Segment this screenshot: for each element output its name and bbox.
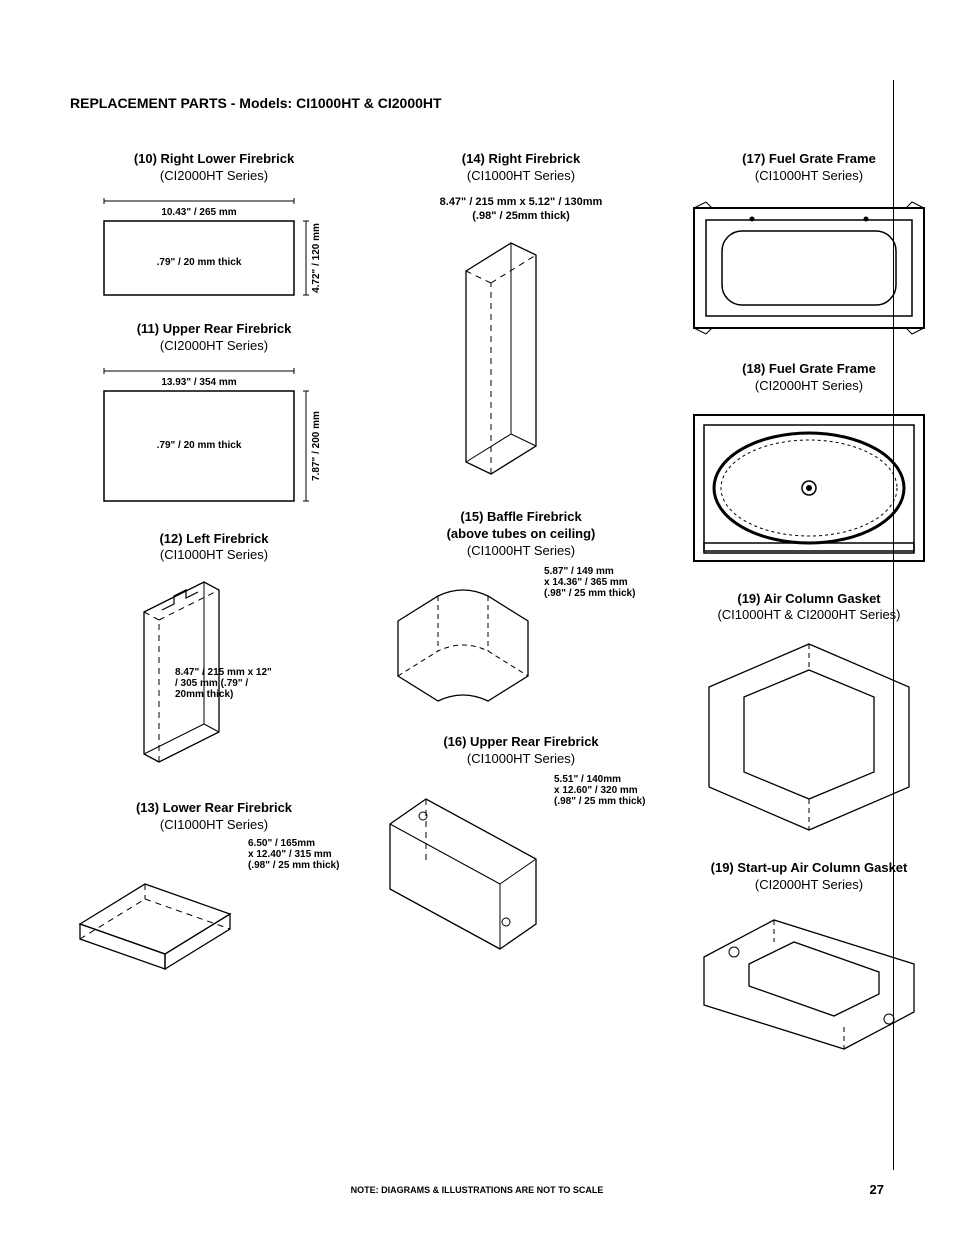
diagram: [378, 231, 664, 491]
columns: (10) Right Lower Firebrick (CI2000HT Ser…: [70, 151, 894, 1080]
page-title: REPLACEMENT PARTS - Models: CI1000HT & C…: [70, 95, 894, 111]
part-17: (17) Fuel Grate Frame (CI1000HT Series): [684, 151, 934, 343]
column-1: (10) Right Lower Firebrick (CI2000HT Ser…: [70, 151, 358, 1080]
svg-text:13.93" / 354 mm: 13.93" / 354 mm: [161, 377, 236, 388]
rect-diagram-icon: 10.43" / 265 mm .79" / 20 mm thick 4.72"…: [94, 193, 334, 303]
iso-gasket-slot-icon: [694, 902, 924, 1062]
part-dims: 8.47" / 215 mm x 5.12" / 130mm (.98" / 2…: [436, 195, 606, 224]
part-14: (14) Right Firebrick (CI1000HT Series) 8…: [378, 151, 664, 491]
svg-text:.79" / 20 mm thick: .79" / 20 mm thick: [157, 440, 242, 451]
part-15: (15) Baffle Firebrick (above tubes on ce…: [378, 509, 664, 706]
iso-tall-brick-icon: [441, 231, 601, 491]
part-title: (16) Upper Rear Firebrick: [378, 734, 664, 751]
iso-gasket-frame-icon: [694, 632, 924, 842]
svg-text:7.87" / 200 mm: 7.87" / 200 mm: [311, 411, 322, 481]
part-13: (13) Lower Rear Firebrick (CI1000HT Seri…: [70, 800, 358, 1004]
svg-text:.79" / 20 mm thick: .79" / 20 mm thick: [157, 257, 242, 268]
page-number: 27: [870, 1182, 884, 1197]
column-3: (17) Fuel Grate Frame (CI1000HT Series): [684, 151, 934, 1080]
page: REPLACEMENT PARTS - Models: CI1000HT & C…: [0, 0, 954, 1235]
part-title: (13) Lower Rear Firebrick: [70, 800, 358, 817]
part-title: (18) Fuel Grate Frame: [684, 361, 934, 378]
part-title: (15) Baffle Firebrick: [378, 509, 664, 526]
diagram: [684, 403, 934, 573]
iso-angled-slab-icon: [378, 774, 548, 974]
part-series: (CI1000HT Series): [684, 168, 934, 185]
part-title: (14) Right Firebrick: [378, 151, 664, 168]
part-dims: 5.51" / 140mm x 12.60" / 320 mm (.98" / …: [554, 774, 664, 807]
part-dims: 8.47" / 215 mm x 12" / 305 mm (.79" / 20…: [175, 667, 275, 700]
part-series: (CI1000HT Series): [378, 751, 664, 768]
part-title: (10) Right Lower Firebrick: [70, 151, 358, 168]
part-subtitle: (above tubes on ceiling): [378, 526, 664, 543]
part-series: (CI2000HT Series): [684, 378, 934, 395]
iso-notched-slab-icon: [388, 566, 538, 706]
part-12: (12) Left Firebrick (CI1000HT Series): [70, 531, 358, 783]
part-series: (CI2000HT Series): [70, 168, 358, 185]
part-series: (CI1000HT Series): [70, 817, 358, 834]
part-series: (CI1000HT Series): [70, 547, 358, 564]
part-10: (10) Right Lower Firebrick (CI2000HT Ser…: [70, 151, 358, 303]
part-dims: 6.50" / 165mm x 12.40" / 315 mm (.98" / …: [248, 838, 358, 871]
part-19b: (19) Start-up Air Column Gasket (CI2000H…: [684, 860, 934, 1062]
part-11: (11) Upper Rear Firebrick (CI2000HT Seri…: [70, 321, 358, 513]
iso-slab-icon: [70, 834, 240, 1004]
svg-text:10.43" / 265 mm: 10.43" / 265 mm: [161, 207, 236, 218]
part-18: (18) Fuel Grate Frame (CI2000HT Series): [684, 361, 934, 573]
svg-text:4.72" / 120 mm: 4.72" / 120 mm: [311, 223, 322, 293]
part-16: (16) Upper Rear Firebrick (CI1000HT Seri…: [378, 734, 664, 974]
part-series: (CI1000HT Series): [378, 168, 664, 185]
page-right-border: [893, 80, 894, 1170]
rect-diagram-icon: 13.93" / 354 mm .79" / 20 mm thick 7.87"…: [94, 363, 334, 513]
part-series: (CI2000HT Series): [70, 338, 358, 355]
part-series: (CI2000HT Series): [684, 877, 934, 894]
part-title: (19) Start-up Air Column Gasket: [684, 860, 934, 877]
diagram: 10.43" / 265 mm .79" / 20 mm thick 4.72"…: [70, 193, 358, 303]
part-series: (CI1000HT Series): [378, 543, 664, 560]
column-2: (14) Right Firebrick (CI1000HT Series) 8…: [378, 151, 664, 1080]
diagram: 13.93" / 354 mm .79" / 20 mm thick 7.87"…: [70, 363, 358, 513]
grate-frame-oval-icon: [684, 403, 934, 573]
footer-note: NOTE: DIAGRAMS & ILLUSTRATIONS ARE NOT T…: [0, 1185, 954, 1195]
grate-frame-icon: [684, 193, 934, 343]
part-title: (19) Air Column Gasket: [684, 591, 934, 608]
part-title: (12) Left Firebrick: [70, 531, 358, 548]
part-title: (11) Upper Rear Firebrick: [70, 321, 358, 338]
diagram: [684, 193, 934, 343]
diagram: 8.47" / 215 mm x 12" / 305 mm (.79" / 20…: [70, 572, 358, 782]
diagram: [684, 902, 934, 1062]
part-series: (CI1000HT & CI2000HT Series): [684, 607, 934, 624]
part-dims: 5.87" / 149 mm x 14.36" / 365 mm (.98" /…: [544, 566, 654, 599]
part-19a: (19) Air Column Gasket (CI1000HT & CI200…: [684, 591, 934, 843]
diagram: [684, 632, 934, 842]
part-title: (17) Fuel Grate Frame: [684, 151, 934, 168]
